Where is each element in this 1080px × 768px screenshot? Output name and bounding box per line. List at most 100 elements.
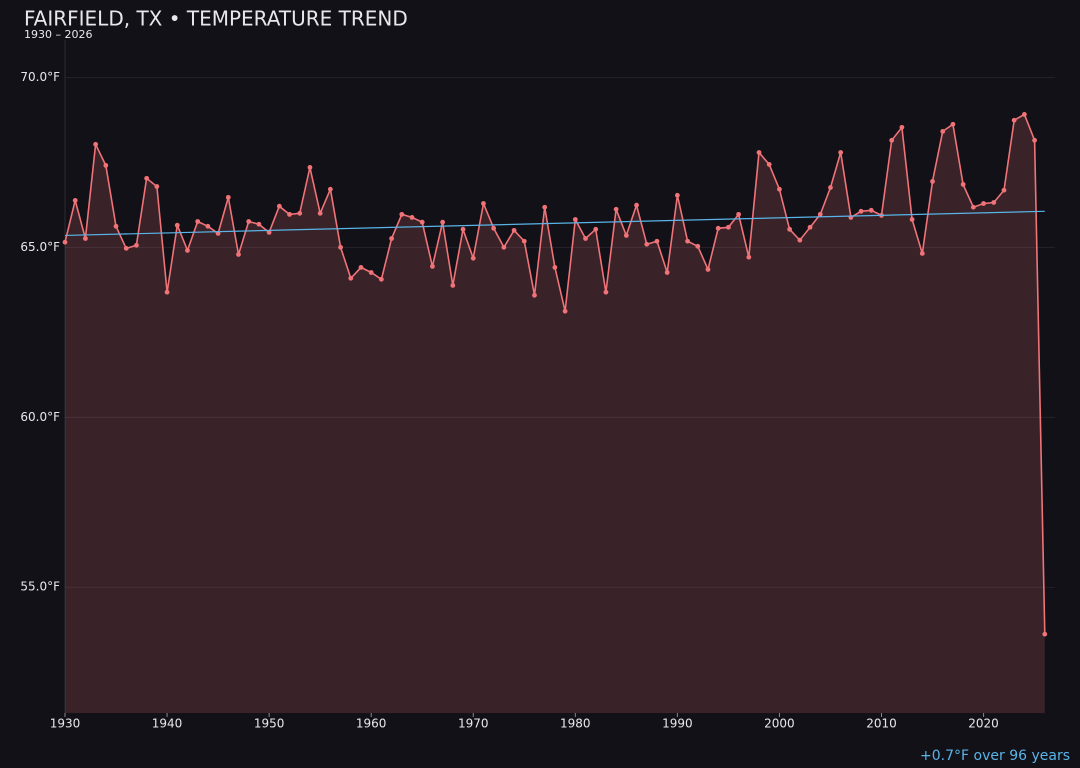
point (623, 233, 629, 238)
point (511, 227, 517, 233)
point (960, 182, 966, 187)
point (899, 124, 905, 130)
point (552, 264, 558, 270)
annotation: +0.7°F over 96 years (920, 748, 1070, 764)
point (603, 289, 609, 295)
point (868, 207, 874, 213)
point (62, 239, 68, 245)
point (287, 211, 292, 217)
x-tick-label: 1930 (50, 717, 81, 731)
point (430, 263, 435, 269)
point (1011, 117, 1017, 123)
point (236, 252, 241, 257)
x-tick-label: 1970 (458, 717, 489, 731)
point (72, 198, 78, 203)
y-tick-label: 70.0°F (20, 70, 60, 84)
point (634, 202, 639, 208)
point (1021, 112, 1027, 117)
point (613, 206, 619, 212)
point (93, 141, 99, 147)
point (481, 201, 486, 206)
point (664, 270, 670, 275)
point (981, 201, 986, 206)
point (399, 211, 405, 217)
point (501, 244, 507, 250)
point (1032, 137, 1037, 143)
point (83, 236, 88, 241)
point (1042, 631, 1048, 637)
point (154, 184, 160, 189)
x-tick-label: 2010 (866, 717, 897, 731)
point (491, 225, 497, 231)
point (164, 289, 170, 295)
point (787, 226, 793, 232)
point (583, 236, 588, 241)
point (389, 236, 394, 241)
point (756, 150, 762, 155)
point (889, 137, 895, 143)
chart-title: FAIRFIELD, TX • TEMPERATURE TREND (24, 7, 408, 31)
point (419, 219, 425, 225)
point (307, 165, 313, 170)
point (144, 175, 150, 181)
point (909, 217, 915, 222)
point (225, 194, 231, 200)
point (695, 243, 701, 249)
point (276, 203, 282, 209)
x-tick-label: 1950 (254, 717, 285, 731)
point (542, 204, 548, 210)
point (644, 241, 650, 247)
point (378, 276, 384, 282)
point (766, 162, 772, 167)
x-tick-label: 1940 (152, 717, 183, 731)
point (113, 223, 119, 229)
point (134, 242, 139, 248)
point (460, 226, 466, 232)
y-tick-label: 60.0°F (20, 410, 60, 424)
point (470, 255, 476, 261)
point (572, 217, 578, 222)
point (726, 224, 731, 230)
x-tick-label: 1990 (662, 717, 693, 731)
point (593, 226, 599, 232)
point (705, 267, 711, 272)
x-tick-label: 2020 (968, 717, 999, 731)
point (368, 270, 374, 275)
point (736, 211, 742, 217)
point (685, 238, 690, 244)
point (205, 223, 211, 229)
point (327, 186, 333, 192)
point (1001, 187, 1007, 193)
point (777, 186, 782, 192)
point (950, 121, 956, 127)
point (970, 204, 976, 210)
y-tick-label: 55.0°F (20, 580, 60, 594)
point (991, 200, 997, 205)
point (674, 192, 680, 198)
point (746, 254, 752, 260)
point (440, 219, 446, 225)
x-tick-label: 1980 (560, 717, 591, 731)
point (797, 237, 803, 243)
point (297, 210, 303, 216)
area (65, 114, 1045, 713)
point (817, 211, 823, 217)
trend-line (64, 210, 1045, 237)
point (185, 247, 190, 253)
point (521, 238, 527, 244)
point (919, 251, 925, 256)
point (123, 245, 129, 251)
x-tick-label: 1960 (356, 717, 387, 731)
point (348, 275, 354, 281)
point (174, 222, 180, 228)
point (338, 244, 343, 250)
point (654, 238, 660, 244)
chart-subtitle: 1930 – 2026 (24, 28, 92, 41)
point (256, 221, 262, 227)
point (715, 225, 721, 231)
point (450, 283, 456, 288)
point (807, 224, 813, 230)
point (358, 264, 364, 270)
point (532, 292, 537, 298)
